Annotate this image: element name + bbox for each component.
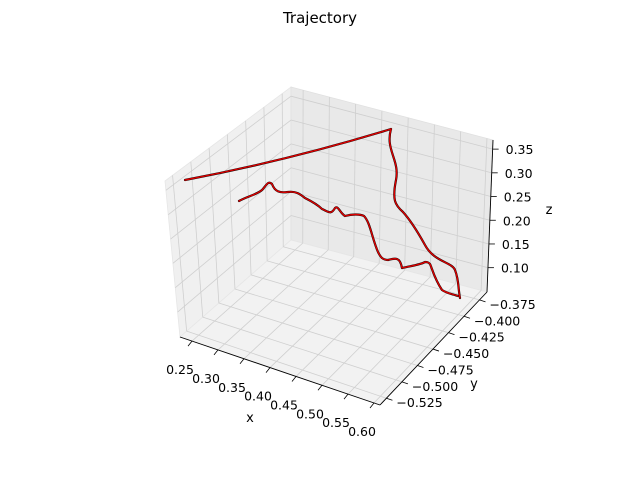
z-axis-line [486,139,494,293]
z-tick-label: 0.30 [505,166,533,181]
x-tick-label: 0.35 [218,380,246,395]
x-gridline-floor [295,269,405,377]
x-axis-label: x [246,411,254,426]
trajectory-segment [388,128,461,299]
z-gridline-left [175,191,292,289]
z-tick-label: 0.25 [504,190,532,205]
x-gridline-back [404,117,409,271]
x-gridline-floor [243,256,354,360]
x-tick [317,385,323,391]
y-gridline-left [190,161,204,318]
x-tick [343,393,349,400]
x-gridline-floor [321,276,431,386]
gridlines [165,90,493,404]
y-gridline-floor [186,330,387,399]
trajectory-segment [238,182,459,297]
y-axis-label: y [470,377,478,392]
y-tick-label: −0.425 [458,330,504,345]
y-gridline-floor [250,274,449,334]
trajectory-line [184,128,461,299]
z-gridline-left [170,143,292,240]
z-tick-label: 0.35 [506,142,534,157]
y-tick-label: −0.525 [396,395,442,410]
x-gridline-floor [191,242,304,342]
trajectory-segment [184,128,392,181]
x-tick [369,402,375,409]
x-tick [187,340,193,347]
z-gridline-right [290,167,490,221]
axis-lines [179,139,494,406]
y-gridline-floor [234,288,434,350]
y-gridline-floor [202,316,403,383]
z-gridline-left [165,95,292,191]
y-tick-label: −0.400 [474,313,520,328]
z-gridline-right [290,143,491,197]
z-gridline-left [167,119,292,216]
x-tick-label: 0.30 [192,371,220,386]
z-gridline-right [290,95,493,150]
y-gridline-floor [218,302,418,366]
x-gridline-back [353,103,357,257]
x-gridline-back [480,138,488,291]
x-gridline-back [455,131,462,284]
y-gridline-left [172,175,188,332]
y-tick-label: −0.450 [443,346,489,361]
x-tick-label: 0.60 [348,424,376,439]
x-axis-line [179,336,381,406]
x-tick-label: 0.55 [322,415,350,430]
y-gridline-floor [267,260,465,317]
z-tick-label: 0.20 [503,213,531,228]
x-gridline-back [378,110,383,264]
z-axis-label: z [546,203,553,218]
y-tick-label: −0.375 [490,297,536,312]
y-tick-label: −0.475 [427,362,473,377]
x-tick-label: 0.25 [166,362,194,377]
x-tick-label: 0.50 [296,406,324,421]
x-tick [213,349,219,356]
tick-labels: 0.250.300.350.400.450.500.550.60−0.375−0… [166,142,536,439]
x-gridline-back [327,97,330,250]
x-tick-label: 0.45 [270,397,298,412]
x-tick [265,367,271,373]
y-tick-label: −0.500 [412,379,458,394]
y-tick [463,315,471,319]
y-tick [417,365,424,368]
chart-title: Trajectory [282,9,357,27]
y-gridline-left [226,134,236,290]
x-gridline-floor [269,263,380,368]
x-gridline-floor [217,249,329,351]
y-tick [432,348,440,352]
y-tick [479,299,486,303]
x-tick-label: 0.40 [244,389,272,404]
y-axis-line [379,291,488,406]
z-tick-label: 0.15 [502,237,530,252]
y-tick [401,381,409,385]
y-tick [448,332,455,336]
z-gridline-right [290,191,489,245]
ticks [187,148,499,409]
x-gridline-floor [373,290,482,404]
x-tick [291,376,297,382]
x-gridline-floor [347,283,456,395]
z-gridline-right [290,215,489,269]
trajectory-series [183,127,462,300]
y-gridline-floor [283,246,480,301]
y-tick [386,397,393,401]
x-tick [239,358,245,365]
y-gridline-left [281,93,284,247]
z-gridline-left [177,215,292,313]
z-tick-label: 0.10 [501,261,529,276]
